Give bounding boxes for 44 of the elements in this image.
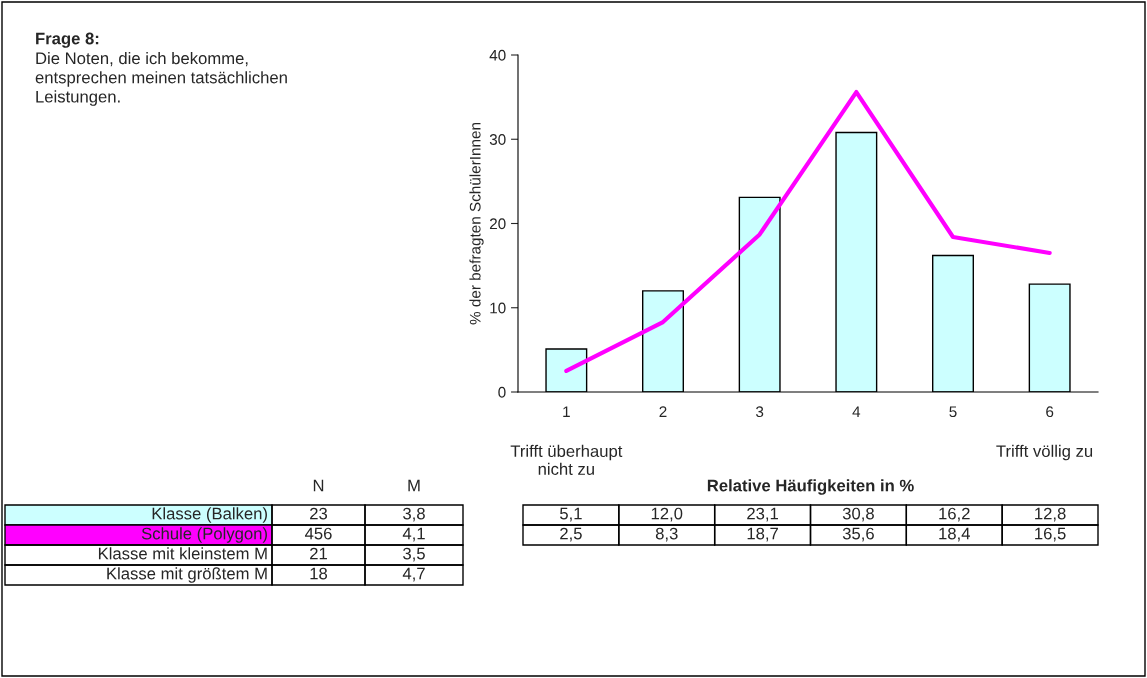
x-tick-label: 3 xyxy=(756,406,764,418)
y-tick-label: 20 xyxy=(489,218,506,230)
text: 18 xyxy=(310,567,328,580)
text: 21 xyxy=(310,547,327,560)
y-axis-title: % der befragten SchülerInnen xyxy=(469,122,484,325)
text: 4,7 xyxy=(402,567,425,582)
data-label: 30,8 xyxy=(842,507,874,522)
text: 3,5 xyxy=(403,547,425,562)
text: Relative Häufigkeiten in % xyxy=(707,479,914,495)
text: Schule (Polygon) xyxy=(141,527,267,543)
x-tick-label: 1 xyxy=(563,406,570,417)
y-tick-label: 40 xyxy=(489,49,506,61)
x-tick-label: 4 xyxy=(852,406,861,417)
data-label: 23,1 xyxy=(747,507,778,522)
x-tick-label: 6 xyxy=(1046,406,1054,418)
text: Klasse mit kleinstem M xyxy=(98,547,267,560)
text: Klasse (Balken) xyxy=(152,507,267,523)
text: N xyxy=(313,479,324,492)
text: 456 xyxy=(304,527,332,540)
y-tick-label: 30 xyxy=(489,134,506,145)
text: Trifft völlig zu xyxy=(996,444,1093,461)
data-label: 16,2 xyxy=(939,507,970,522)
text: 23 xyxy=(310,507,328,520)
data-label: 35,6 xyxy=(842,527,874,542)
text: 4,1 xyxy=(402,527,425,542)
data-label: 5,1 xyxy=(560,507,582,522)
data-label: 2,5 xyxy=(560,527,582,542)
x-tick-label: 2 xyxy=(659,406,667,417)
text: M xyxy=(408,479,420,492)
data-label: 16,5 xyxy=(1035,527,1066,542)
text: Klasse mit größtem M xyxy=(107,567,267,583)
data-label: 8,3 xyxy=(655,527,678,542)
x-tick-label: 5 xyxy=(949,406,957,418)
text: Trifft überhaupt nicht zu xyxy=(510,444,623,475)
data-label: 12,8 xyxy=(1035,507,1066,522)
text: 3,8 xyxy=(403,507,425,522)
line-series xyxy=(564,89,1052,374)
text: Die Noten, die ich bekomme, entsprechen meinen tatsächlichen Leistungen. xyxy=(35,52,287,106)
text: Frage 8: xyxy=(36,32,99,48)
y-tick-label: 10 xyxy=(490,302,506,314)
data-label: 12,0 xyxy=(651,507,683,522)
y-tick-label: 0 xyxy=(498,386,506,398)
data-label: 18,7 xyxy=(747,527,778,542)
data-label: 18,4 xyxy=(939,527,970,542)
